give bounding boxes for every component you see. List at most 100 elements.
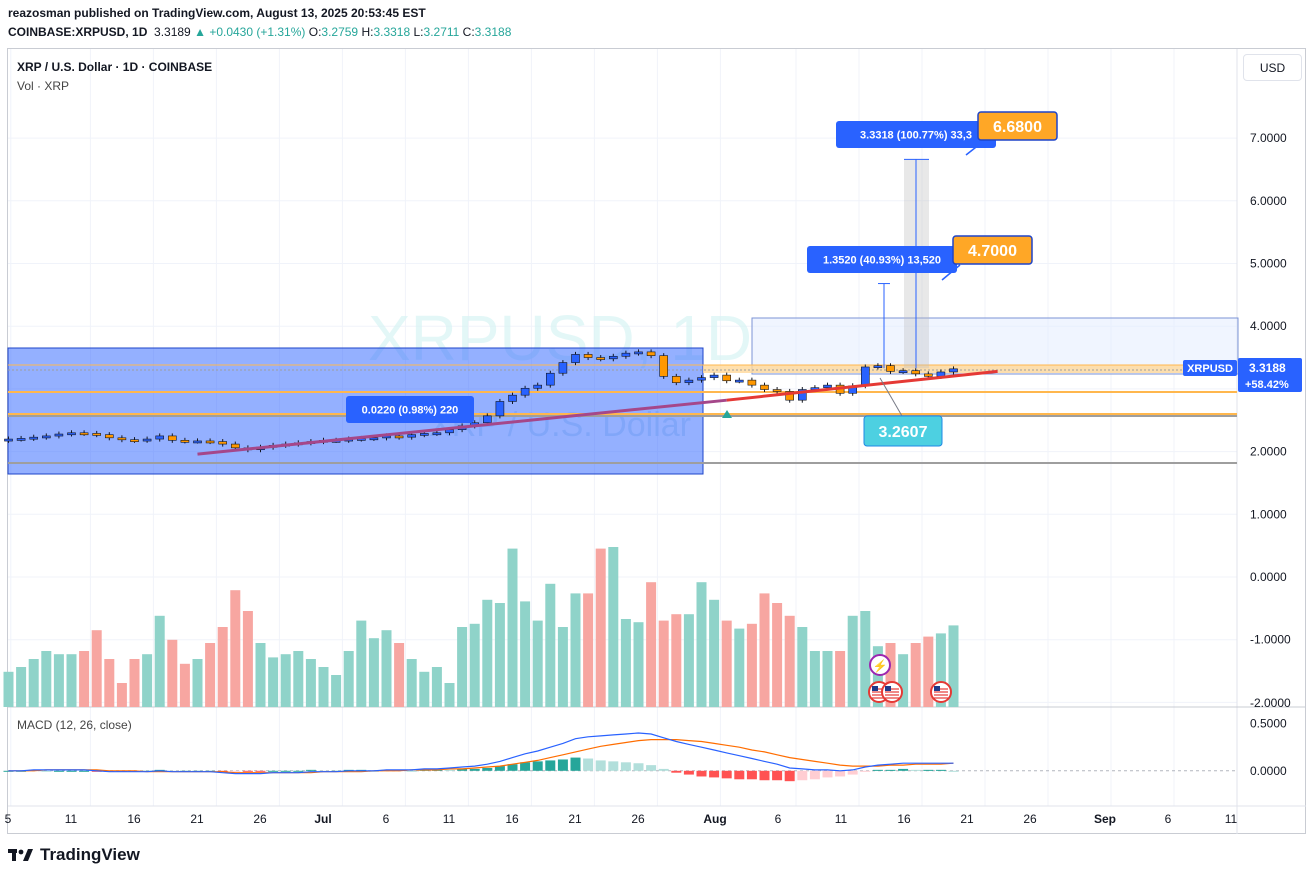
candle-body [621, 352, 631, 357]
volume-bar [66, 654, 77, 707]
volume-bar [671, 614, 682, 707]
time-tick-label: 11 [443, 812, 456, 826]
candle-body [394, 435, 404, 439]
volume-bar [305, 659, 316, 707]
volume-bar [608, 547, 619, 707]
macd-histogram-bar [772, 770, 783, 781]
macd-histogram-bar [948, 770, 959, 772]
candle-body [596, 357, 606, 360]
volume-bar [154, 615, 165, 707]
volume-bar [595, 548, 606, 707]
time-tick-label: Aug [703, 812, 726, 826]
series-legend: XRP / U.S. Dollar · 1D · COINBASE [17, 60, 213, 74]
volume-bar [104, 659, 115, 707]
macd-histogram-bar [242, 770, 253, 772]
volume-bar [734, 628, 745, 707]
volume-bar [318, 667, 329, 707]
macd-histogram-bar [444, 769, 455, 771]
volume-bar [406, 659, 417, 707]
candle-body [785, 391, 795, 401]
current-price: 3.3188 [1249, 361, 1286, 375]
crypto-event-icon[interactable] [869, 654, 891, 676]
candle-body [92, 433, 101, 436]
macd-histogram-bar [570, 757, 581, 771]
price-tick-label: -2.0000 [1250, 696, 1291, 710]
macd-histogram-bar [910, 769, 921, 771]
volume-bar [520, 601, 531, 707]
macd-histogram-bar [759, 770, 770, 781]
candle-body [697, 377, 706, 381]
time-tick-label: 5 [5, 812, 12, 826]
candle-body [155, 435, 164, 440]
volume-bar [381, 630, 392, 707]
candle-body [722, 374, 732, 382]
candle-body [79, 432, 89, 436]
volume-bar [822, 651, 833, 707]
candle-body [772, 389, 782, 392]
macd-histogram-bar [847, 770, 858, 775]
tradingview-logo[interactable]: TradingView [8, 845, 140, 865]
volume-bar [242, 611, 253, 707]
lightning-icon: ⚡ [873, 659, 888, 673]
candle-body [407, 434, 417, 438]
candle-body [545, 372, 555, 386]
macd-histogram-bar [872, 769, 883, 771]
candle-body [16, 438, 26, 441]
candle-body [41, 435, 51, 439]
price-tick-label: 5.0000 [1250, 257, 1287, 271]
support-pointer [879, 377, 903, 417]
macd-tick-label: 0.5000 [1250, 717, 1287, 731]
volume-bar [885, 643, 896, 707]
volume-bar [129, 659, 140, 707]
candle-body [130, 439, 139, 442]
currency-button[interactable]: USD [1243, 54, 1302, 81]
support-label-box [863, 415, 943, 447]
volume-bar [847, 615, 858, 707]
candle-body [205, 440, 215, 444]
low-value: 3.2711 [423, 25, 460, 39]
trend-line [197, 398, 727, 456]
candle-body [886, 365, 895, 372]
volume-bar [759, 593, 770, 707]
candle-body [608, 355, 618, 360]
candle-body [168, 435, 177, 441]
volume-bar [557, 627, 568, 707]
current-change: +58.42% [1245, 379, 1289, 391]
open-value: 3.2759 [321, 25, 359, 39]
candle-body [571, 354, 580, 363]
resistance-band [703, 365, 1237, 373]
target2-measure: 1.3520 (40.93%) 13,520 [823, 254, 941, 266]
candle-body [949, 368, 958, 373]
price-tick-label: 1.0000 [1250, 507, 1287, 521]
time-tick-label: 21 [190, 812, 204, 826]
symbol-tag: XRPUSD [1187, 363, 1233, 375]
volume-bar [457, 627, 468, 707]
symbol-label: COINBASE:XRPUSD, 1D [8, 25, 148, 39]
macd-histogram-bar [935, 769, 946, 771]
candle-body [797, 389, 807, 401]
time-tick-label: Sep [1094, 812, 1116, 826]
flag-canton [934, 686, 940, 691]
candle-body [495, 401, 505, 417]
time-tick-label: Jul [314, 812, 331, 826]
target1-label-box [977, 111, 1058, 141]
candle-body [558, 362, 568, 374]
volume-bar [280, 654, 291, 707]
macd-histogram-bar [557, 759, 568, 771]
volume-bar [683, 614, 694, 707]
candle-body [520, 387, 530, 396]
trend-line [726, 369, 998, 402]
volume-bar [16, 667, 27, 707]
volume-bar [91, 630, 102, 707]
volume-bar [431, 667, 442, 707]
volume-bar [469, 623, 480, 707]
candle-body [482, 415, 492, 424]
macd-histogram-bar [406, 770, 417, 772]
candle-body [67, 432, 76, 436]
volume-bar [167, 639, 178, 707]
volume-bar [356, 620, 367, 707]
price-tick-label: -1.0000 [1250, 633, 1291, 647]
time-tick-label: 6 [1165, 812, 1172, 826]
price-tick-label: 6.0000 [1250, 194, 1287, 208]
